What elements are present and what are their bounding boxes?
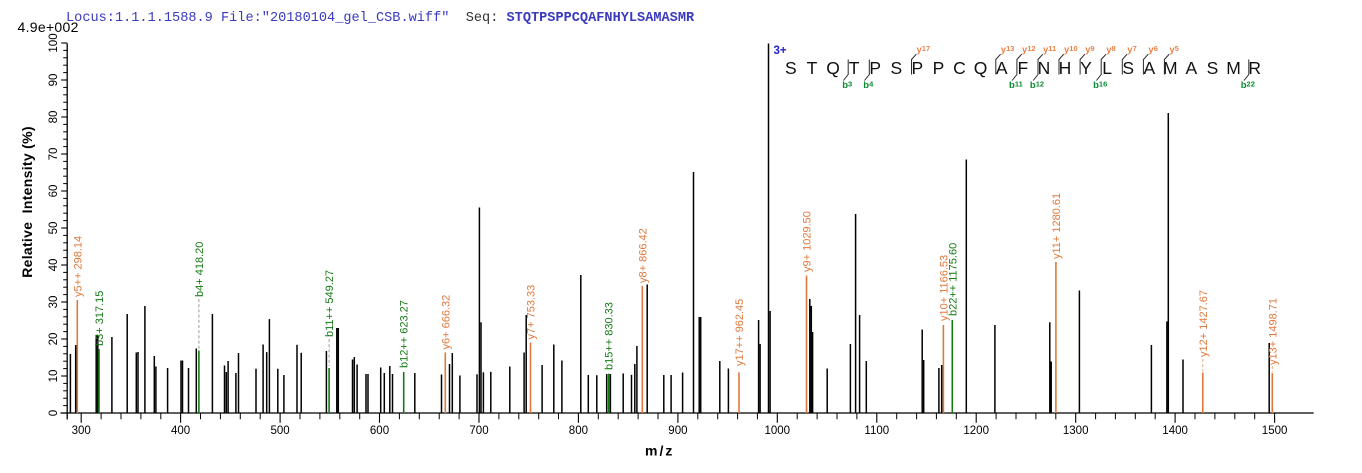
- svg-text:y6: y6: [1148, 44, 1157, 56]
- svg-text:y6+ 666.32: y6+ 666.32: [440, 295, 452, 350]
- svg-text:y11+ 1280.61: y11+ 1280.61: [1051, 193, 1063, 259]
- svg-text:y10+ 1166.53: y10+ 1166.53: [938, 255, 950, 321]
- svg-text:80: 80: [48, 111, 60, 124]
- svg-text:70: 70: [48, 148, 60, 161]
- svg-text:b3+ 317.15: b3+ 317.15: [94, 291, 106, 346]
- svg-text:y13+ 1498.71: y13+ 1498.71: [1267, 298, 1279, 365]
- svg-text:Q: Q: [974, 58, 988, 78]
- svg-text:L: L: [1102, 58, 1112, 78]
- svg-text:y8: y8: [1106, 44, 1115, 56]
- svg-text:F: F: [1017, 58, 1028, 78]
- svg-text:b22++ 1175.60: b22++ 1175.60: [947, 243, 959, 316]
- svg-text:20: 20: [48, 333, 60, 346]
- svg-text:600: 600: [370, 425, 389, 437]
- svg-text:1100: 1100: [864, 425, 889, 437]
- svg-text:b22: b22: [1241, 80, 1255, 92]
- svg-text:y17++ 962.45: y17++ 962.45: [734, 299, 746, 366]
- svg-text:y12+ 1427.67: y12+ 1427.67: [1198, 290, 1210, 357]
- svg-text:Q: Q: [826, 58, 840, 78]
- svg-text:1200: 1200: [963, 425, 989, 437]
- svg-text:M: M: [1163, 58, 1178, 78]
- svg-text:A: A: [1186, 58, 1198, 78]
- svg-text:Y: Y: [1080, 58, 1092, 78]
- svg-text:4.9e+002: 4.9e+002: [18, 19, 79, 35]
- svg-text:b4+ 418.20: b4+ 418.20: [194, 242, 206, 297]
- svg-text:C: C: [953, 58, 966, 78]
- svg-text:y5++ 298.14: y5++ 298.14: [72, 236, 84, 297]
- svg-text:1500: 1500: [1262, 425, 1288, 437]
- svg-text:90: 90: [48, 74, 60, 87]
- svg-text:y10: y10: [1064, 44, 1078, 56]
- svg-text:b12++ 623.27: b12++ 623.27: [399, 300, 411, 368]
- svg-text:10: 10: [48, 370, 60, 383]
- svg-text:40: 40: [48, 259, 60, 272]
- svg-text:b3: b3: [842, 80, 852, 92]
- svg-text:b12: b12: [1030, 80, 1044, 92]
- svg-text:1400: 1400: [1162, 425, 1188, 437]
- svg-text:y7: y7: [1127, 44, 1136, 56]
- svg-text:b15++ 830.33: b15++ 830.33: [604, 302, 616, 370]
- svg-text:y9+ 1029.50: y9+ 1029.50: [802, 211, 814, 272]
- svg-text:A: A: [1143, 58, 1155, 78]
- svg-text:Locus:1.1.1.1588.9 File:"20180: Locus:1.1.1.1588.9 File:"20180104_gel_CS…: [66, 11, 695, 26]
- svg-text:y12: y12: [1022, 44, 1036, 56]
- svg-text:T: T: [849, 58, 860, 78]
- svg-text:P: P: [912, 58, 924, 78]
- svg-text:b11: b11: [1009, 80, 1023, 92]
- svg-text:300: 300: [72, 425, 91, 437]
- svg-text:m/z: m/z: [645, 443, 674, 459]
- svg-text:y17: y17: [917, 44, 931, 56]
- svg-text:y13: y13: [1001, 44, 1015, 56]
- svg-text:S: S: [890, 58, 902, 78]
- svg-text:H: H: [1059, 58, 1072, 78]
- svg-text:30: 30: [48, 296, 60, 309]
- svg-text:1300: 1300: [1063, 425, 1089, 437]
- svg-text:Relative Intensity (%): Relative Intensity (%): [19, 126, 35, 278]
- svg-text:1000: 1000: [765, 425, 791, 437]
- svg-text:b4: b4: [863, 80, 874, 92]
- svg-text:3+: 3+: [774, 45, 787, 57]
- svg-text:P: P: [933, 58, 945, 78]
- svg-text:S: S: [1207, 58, 1219, 78]
- svg-text:b11++ 549.27: b11++ 549.27: [324, 270, 336, 337]
- svg-text:y8+ 866.42: y8+ 866.42: [637, 228, 649, 283]
- svg-text:S: S: [785, 58, 797, 78]
- svg-text:y5: y5: [1169, 44, 1178, 56]
- svg-text:800: 800: [569, 425, 588, 437]
- svg-text:500: 500: [271, 425, 290, 437]
- svg-text:b16: b16: [1093, 80, 1107, 92]
- svg-text:100: 100: [48, 33, 60, 52]
- svg-text:0: 0: [48, 410, 60, 416]
- svg-text:S: S: [1122, 58, 1134, 78]
- svg-text:700: 700: [469, 425, 488, 437]
- svg-text:N: N: [1038, 58, 1051, 78]
- svg-text:R: R: [1248, 58, 1261, 78]
- svg-text:60: 60: [48, 185, 60, 198]
- svg-text:P: P: [869, 58, 881, 78]
- svg-text:A: A: [996, 58, 1008, 78]
- svg-text:T: T: [807, 58, 818, 78]
- svg-text:M: M: [1226, 58, 1241, 78]
- svg-text:400: 400: [171, 425, 190, 437]
- svg-text:50: 50: [48, 222, 60, 235]
- svg-text:y7+ 753.33: y7+ 753.33: [526, 285, 538, 340]
- svg-text:y9: y9: [1085, 44, 1094, 56]
- svg-text:y11: y11: [1043, 44, 1056, 56]
- svg-text:900: 900: [668, 425, 687, 437]
